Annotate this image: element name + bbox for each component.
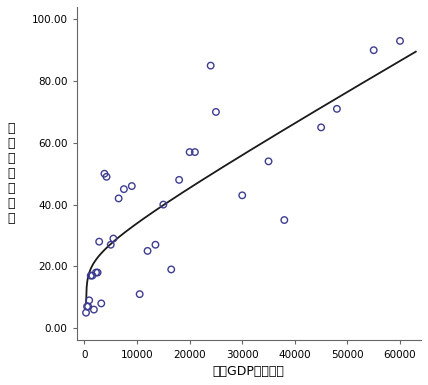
- Point: [96, 239, 103, 245]
- Point: [128, 183, 135, 189]
- Point: [107, 242, 114, 248]
- Point: [101, 171, 108, 177]
- Point: [160, 201, 167, 208]
- Point: [281, 217, 288, 223]
- Point: [152, 242, 159, 248]
- Point: [175, 177, 182, 183]
- Point: [103, 174, 110, 180]
- Point: [333, 106, 340, 112]
- Point: [370, 47, 377, 53]
- Point: [115, 195, 122, 201]
- Point: [98, 300, 105, 306]
- Point: [318, 124, 324, 131]
- Point: [265, 158, 272, 164]
- Point: [213, 109, 220, 115]
- Y-axis label: 人
均
肉
类
消
费
量: 人 均 肉 类 消 费 量: [7, 122, 15, 225]
- Point: [83, 303, 90, 310]
- X-axis label: 人均GDP（美元）: 人均GDP（美元）: [213, 365, 285, 378]
- Point: [144, 248, 151, 254]
- Point: [85, 303, 92, 310]
- Point: [186, 149, 193, 155]
- Point: [87, 273, 94, 279]
- Point: [86, 297, 92, 303]
- Point: [397, 38, 404, 44]
- Point: [207, 62, 214, 69]
- Point: [120, 186, 127, 192]
- Point: [136, 291, 143, 297]
- Point: [94, 270, 101, 276]
- Point: [89, 273, 96, 279]
- Point: [90, 306, 97, 313]
- Point: [92, 270, 99, 276]
- Point: [191, 149, 198, 155]
- Point: [110, 236, 117, 242]
- Point: [168, 266, 175, 273]
- Point: [239, 192, 246, 198]
- Point: [83, 310, 89, 316]
